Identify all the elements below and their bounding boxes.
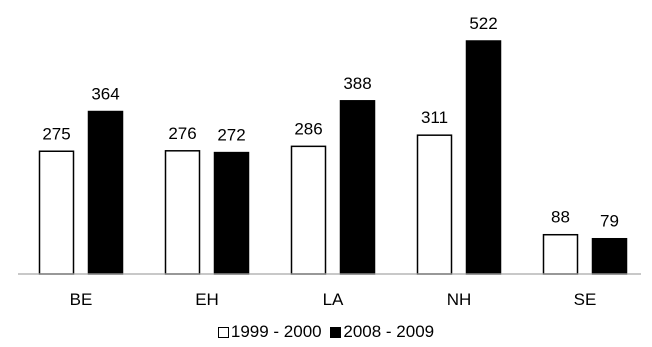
legend-label-series-2: 2008 - 2009	[343, 322, 435, 341]
bar-la-series-1	[290, 145, 327, 275]
category-label-eh: EH	[195, 290, 219, 309]
legend-item-series-2: 2008 - 2009	[330, 322, 434, 342]
legend-swatch-series-2	[330, 327, 342, 338]
value-label-la-series-1: 286	[294, 119, 322, 138]
value-labels-group: 275 364 276 272 286 388 311 522 88 79	[42, 14, 619, 231]
legend-swatch-series-1	[217, 327, 229, 338]
value-label-nh-series-2: 522	[469, 14, 497, 33]
value-label-nh-series-1: 311	[421, 108, 448, 127]
bar-nh-series-1	[416, 134, 453, 275]
category-label-la: LA	[323, 290, 344, 309]
bar-eh-series-1	[164, 150, 201, 275]
value-label-la-series-2: 388	[343, 74, 371, 93]
value-label-se-series-1: 88	[551, 208, 570, 227]
category-label-nh: NH	[447, 290, 472, 309]
value-label-eh-series-1: 276	[168, 124, 196, 143]
legend-label-series-1: 1999 - 2000	[230, 322, 322, 341]
value-label-se-series-2: 79	[600, 212, 619, 231]
bar-se-series-2	[591, 237, 628, 275]
bar-nh-series-2	[465, 40, 502, 275]
legend: 1999 - 2000 2008 - 2009	[0, 322, 652, 342]
value-label-eh-series-2: 272	[217, 126, 245, 145]
bar-be-series-1	[38, 150, 75, 275]
bar-la-series-2	[339, 100, 376, 275]
bar-se-series-1	[542, 233, 579, 275]
category-labels-group: BE EH LA NH SE	[70, 290, 597, 309]
value-label-be-series-1: 275	[42, 124, 70, 143]
category-label-be: BE	[70, 290, 93, 309]
bar-be-series-2	[87, 110, 124, 275]
bar-eh-series-2	[213, 151, 250, 275]
legend-item-series-1: 1999 - 2000	[217, 322, 322, 342]
bars-group	[38, 40, 628, 275]
value-label-be-series-2: 364	[91, 85, 119, 104]
category-label-se: SE	[574, 290, 597, 309]
